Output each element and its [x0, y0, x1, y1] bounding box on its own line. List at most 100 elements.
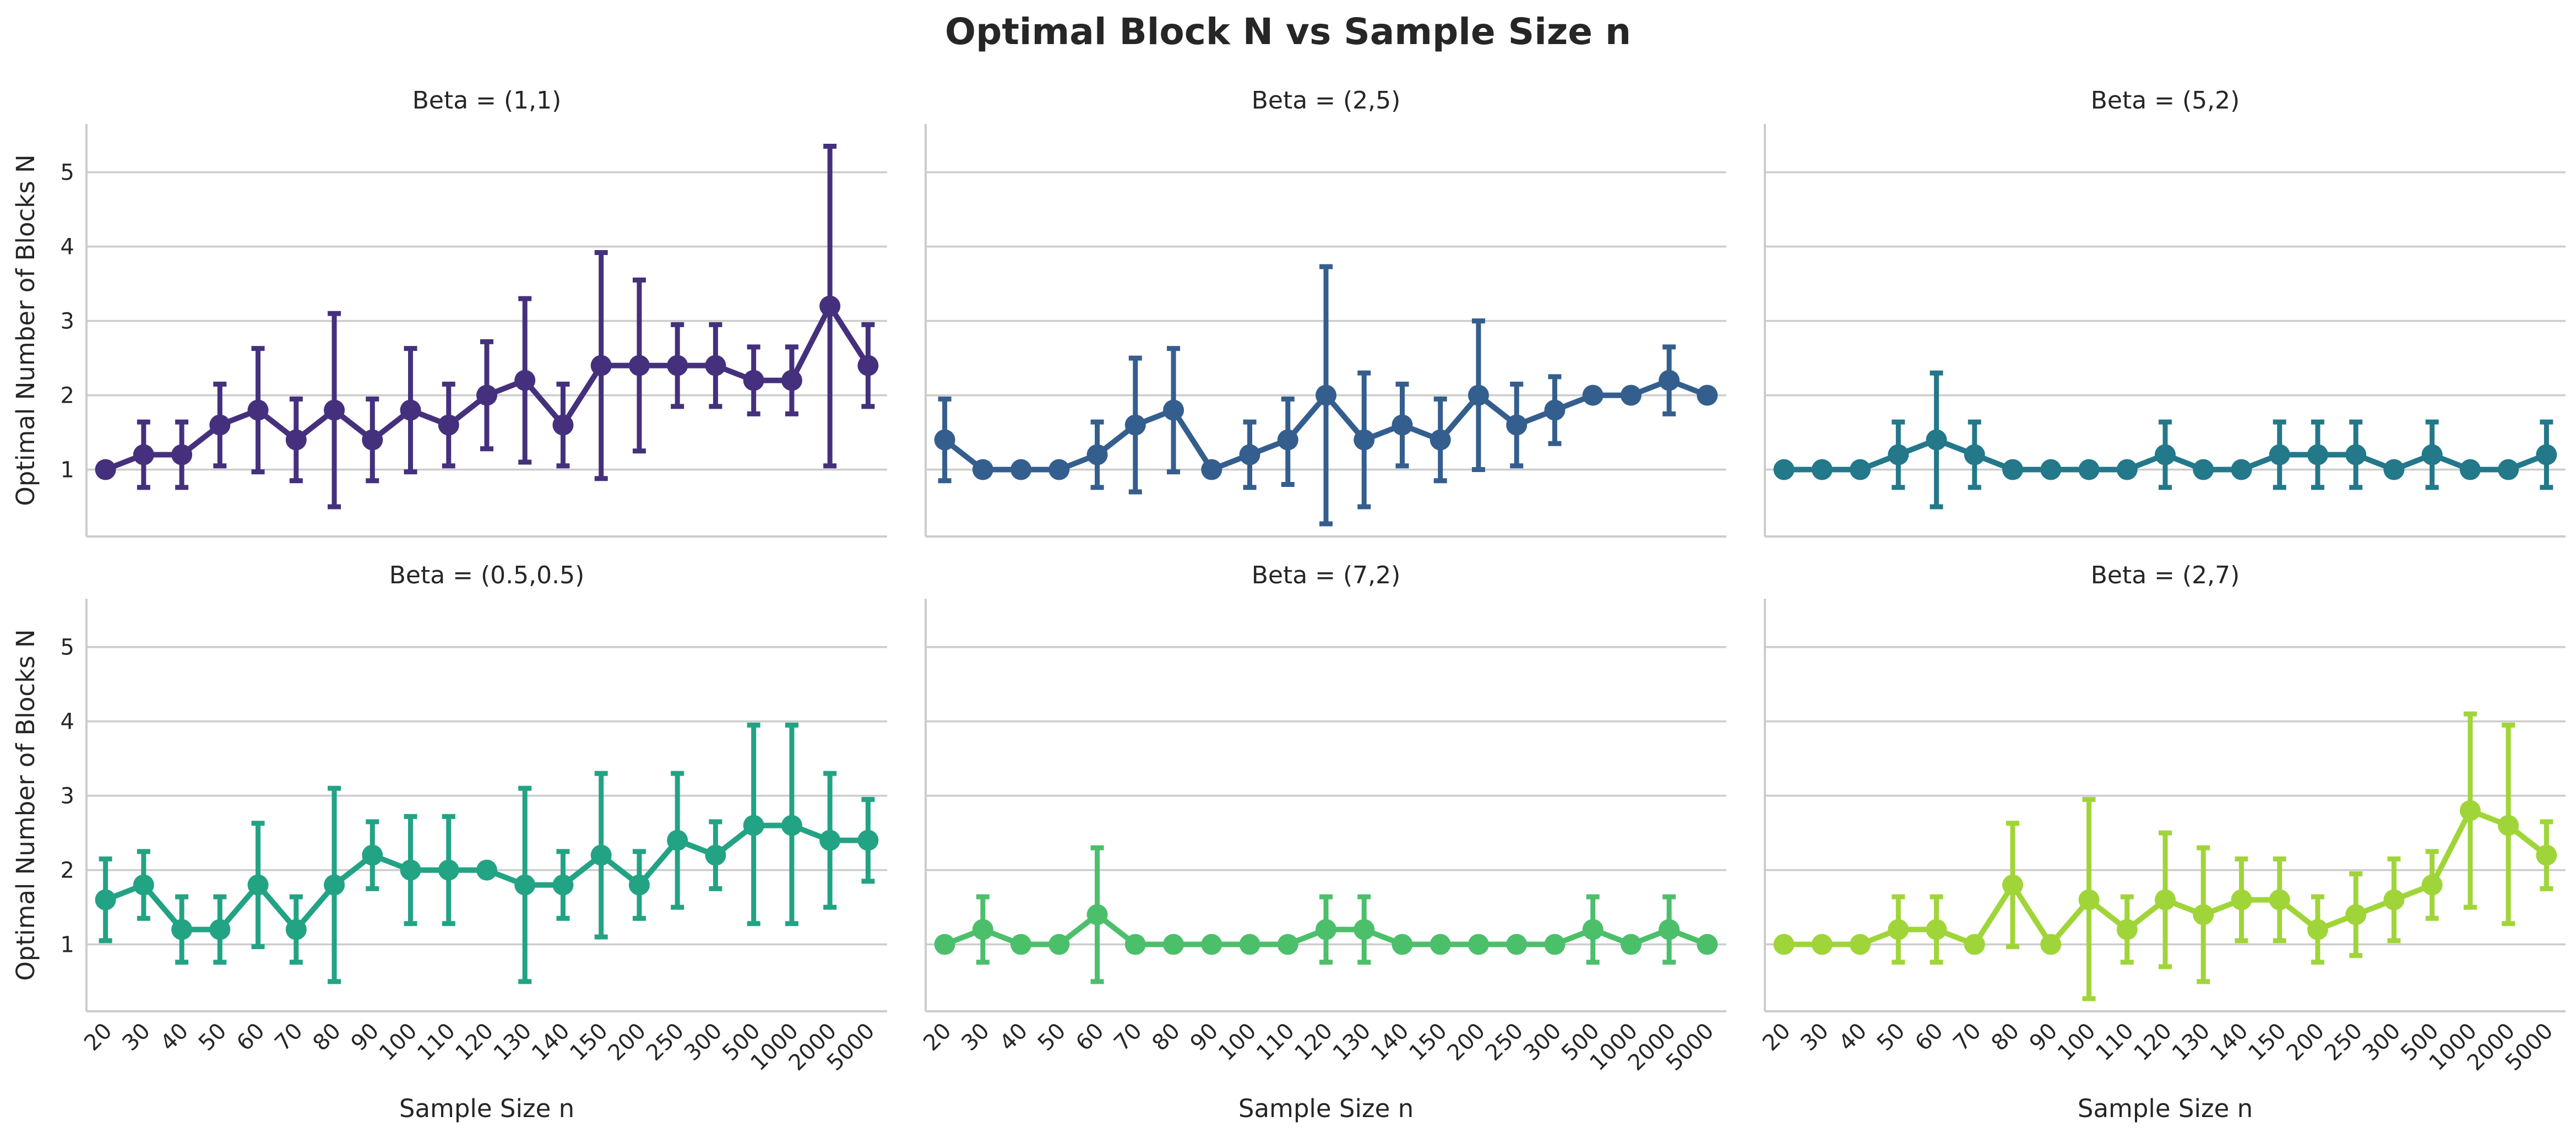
data-point: [209, 919, 231, 940]
data-point: [552, 414, 574, 436]
data-point: [1506, 414, 1528, 436]
x-tick-label: 110: [412, 1018, 460, 1066]
data-point: [1392, 414, 1413, 436]
panel-title: Beta = (7,2): [1252, 561, 1401, 589]
data-point: [400, 859, 421, 881]
data-point: [1048, 459, 1070, 480]
data-point: [133, 444, 154, 465]
data-point: [1163, 934, 1184, 955]
data-point: [743, 370, 764, 391]
x-tick-label: 150: [1404, 1018, 1452, 1066]
data-point: [1468, 384, 1489, 406]
data-point: [133, 874, 154, 896]
data-point: [1277, 934, 1298, 955]
panel-5: Beta = (7,2)20 30 40 50 60 70 80 90100110120130…: [919, 561, 1726, 1123]
data-point: [1544, 399, 1566, 421]
data-point: [2536, 444, 2557, 465]
x-tick-label: 130: [489, 1018, 537, 1066]
x-tick-label: 130: [1328, 1018, 1376, 1066]
data-point: [2345, 904, 2367, 925]
data-point: [1048, 934, 1070, 955]
data-point: [476, 859, 497, 881]
data-point: [1201, 934, 1222, 955]
x-tick-label: 140: [527, 1018, 575, 1066]
x-tick-label: 200: [604, 1018, 651, 1066]
x-tick-label: 140: [1366, 1018, 1414, 1066]
data-point: [1086, 444, 1108, 465]
data-point: [247, 874, 269, 896]
x-tick-label: 70: [270, 1018, 308, 1056]
data-point: [2193, 904, 2214, 925]
data-point: [1620, 384, 1642, 406]
data-point: [628, 874, 650, 896]
x-tick-label: 20: [919, 1018, 957, 1056]
data-point: [705, 844, 726, 866]
x-tick-label: 300: [2358, 1018, 2406, 1066]
data-point: [1506, 934, 1528, 955]
panel-4: Beta = (0.5,0.5) 1 2 3 4 5 Optimal Number of B…: [11, 561, 887, 1123]
data-point: [362, 844, 383, 866]
panel-title: Beta = (0.5,0.5): [389, 561, 585, 589]
y-tick-label: 2: [61, 858, 74, 884]
data-point: [2307, 444, 2328, 465]
data-point: [1811, 459, 1833, 480]
data-point: [2231, 459, 2252, 480]
x-tick-label: 140: [2205, 1018, 2253, 1066]
data-point: [2231, 889, 2252, 911]
x-tick-label: 120: [2129, 1018, 2177, 1066]
data-point: [1773, 934, 1795, 955]
data-point: [1354, 919, 1375, 940]
data-point: [2040, 459, 2062, 480]
y-tick-label: 1: [61, 933, 74, 958]
x-tick-label: 50: [1033, 1018, 1071, 1056]
data-point: [1316, 384, 1336, 406]
data-point: [1544, 934, 1566, 955]
data-point: [95, 459, 116, 480]
data-point: [1239, 444, 1260, 465]
data-point: [1430, 429, 1451, 451]
data-point: [667, 830, 688, 851]
x-tick-label: 30: [957, 1018, 994, 1056]
x-tick-label: 250: [1481, 1018, 1529, 1066]
x-axis-label: Sample Size n: [1238, 1094, 1414, 1123]
data-point: [514, 874, 536, 896]
data-point: [1888, 444, 1909, 465]
data-point: [1392, 934, 1413, 955]
x-tick-label: 70: [1109, 1018, 1147, 1056]
x-axis-label: Sample Size n: [399, 1094, 574, 1123]
panels-grid: Beta = (1,1) 1 2 3 4 5 Optimal Number of Block…: [11, 86, 2566, 1123]
data-point: [1468, 934, 1489, 955]
data-point: [1354, 429, 1375, 451]
data-point: [1850, 459, 1871, 480]
data-point: [1430, 934, 1451, 955]
data-point: [1964, 444, 1985, 465]
data-point: [1811, 934, 1833, 955]
y-axis-label: Optimal Number of Blocks N: [11, 154, 40, 506]
x-tick-label: 60: [1910, 1018, 1948, 1056]
data-point: [1277, 429, 1298, 451]
panel-title: Beta = (5,2): [2091, 86, 2240, 115]
x-tick-label: 130: [2167, 1018, 2215, 1066]
data-point: [1239, 934, 1260, 955]
x-tick-label: 250: [2320, 1018, 2368, 1066]
data-point: [1659, 919, 1680, 940]
data-point: [1201, 459, 1222, 480]
panel-title: Beta = (1,1): [412, 86, 562, 115]
data-point: [743, 815, 764, 836]
data-point: [705, 355, 726, 376]
data-point: [1926, 919, 1947, 940]
y-tick-label: 4: [61, 235, 74, 260]
data-point: [1659, 370, 1680, 391]
data-point: [362, 429, 383, 451]
data-point: [972, 919, 993, 940]
data-point: [2269, 889, 2290, 911]
data-point: [2498, 815, 2519, 836]
x-tick-label: 30: [1796, 1018, 1834, 1056]
x-tick-label: 40: [995, 1018, 1033, 1056]
data-point: [1124, 934, 1146, 955]
x-tick-label: 110: [2091, 1018, 2139, 1066]
data-point: [324, 874, 345, 896]
x-tick-label: 300: [680, 1018, 727, 1066]
x-tick-label: 80: [308, 1018, 346, 1056]
data-point: [2193, 459, 2214, 480]
